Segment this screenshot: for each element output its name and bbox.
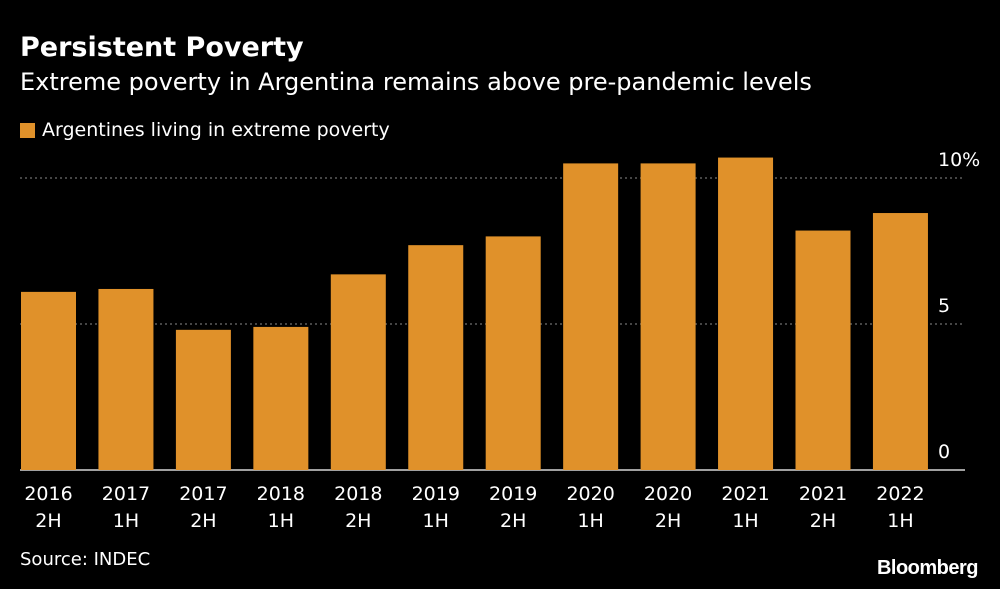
x-tick-label-half: 1H [113,510,139,532]
x-tick-label-year: 2018 [334,483,382,505]
bar [872,213,928,471]
x-tick-label-half: 2H [655,510,681,532]
y-tick-label: 0 [938,441,950,463]
bar [718,157,774,470]
chart-subtitle: Extreme poverty in Argentina remains abo… [20,68,812,96]
bloomberg-logo: Bloomberg [876,557,979,579]
bar [175,329,231,470]
x-tick-label-year: 2020 [566,483,614,505]
bar-layer [21,157,928,471]
bar [408,245,464,470]
bar [795,230,851,470]
legend-label: Argentines living in extreme poverty [42,119,390,141]
x-tick-label-year: 2016 [24,483,72,505]
bar [640,163,696,470]
x-tick-label-half: 1H [268,510,294,532]
x-tick-label-half: 1H [887,510,913,532]
x-tick-label-half: 1H [423,510,449,532]
x-tick-label-year: 2017 [179,483,227,505]
bar [563,163,619,470]
bar [253,326,309,470]
source-note: Source: INDEC [20,549,151,570]
bar [330,274,386,470]
chart-title: Persistent Poverty [20,32,304,63]
x-tick-label-year: 2019 [489,483,537,505]
x-tick-label-year: 2021 [799,483,847,505]
x-tick-label-year: 2020 [644,483,692,505]
x-tick-label-year: 2018 [257,483,305,505]
x-tick-label-half: 1H [732,510,758,532]
y-tick-label: 10% [938,149,980,171]
bar [485,236,541,470]
x-tick-label-half: 2H [810,510,836,532]
x-tick-label-half: 2H [345,510,371,532]
x-tick-label-half: 2H [190,510,216,532]
x-tick-label-year: 2017 [102,483,150,505]
label-layer: 0 5 10% 2016 2H 2017 1H 2017 2H 2018 1H 2018 2H 2019 1… [24,149,980,532]
bar [21,291,76,470]
bar [98,288,154,470]
legend: Argentines living in extreme poverty [20,117,390,143]
x-tick-label-year: 2022 [876,483,924,505]
x-tick-label-half: 1H [577,510,603,532]
x-tick-label-year: 2019 [412,483,460,505]
x-tick-label-year: 2021 [721,483,769,505]
x-tick-label-half: 2H [35,510,61,532]
x-tick-label-half: 2H [500,510,526,532]
legend-swatch [20,122,35,138]
y-tick-label: 5 [938,295,950,317]
